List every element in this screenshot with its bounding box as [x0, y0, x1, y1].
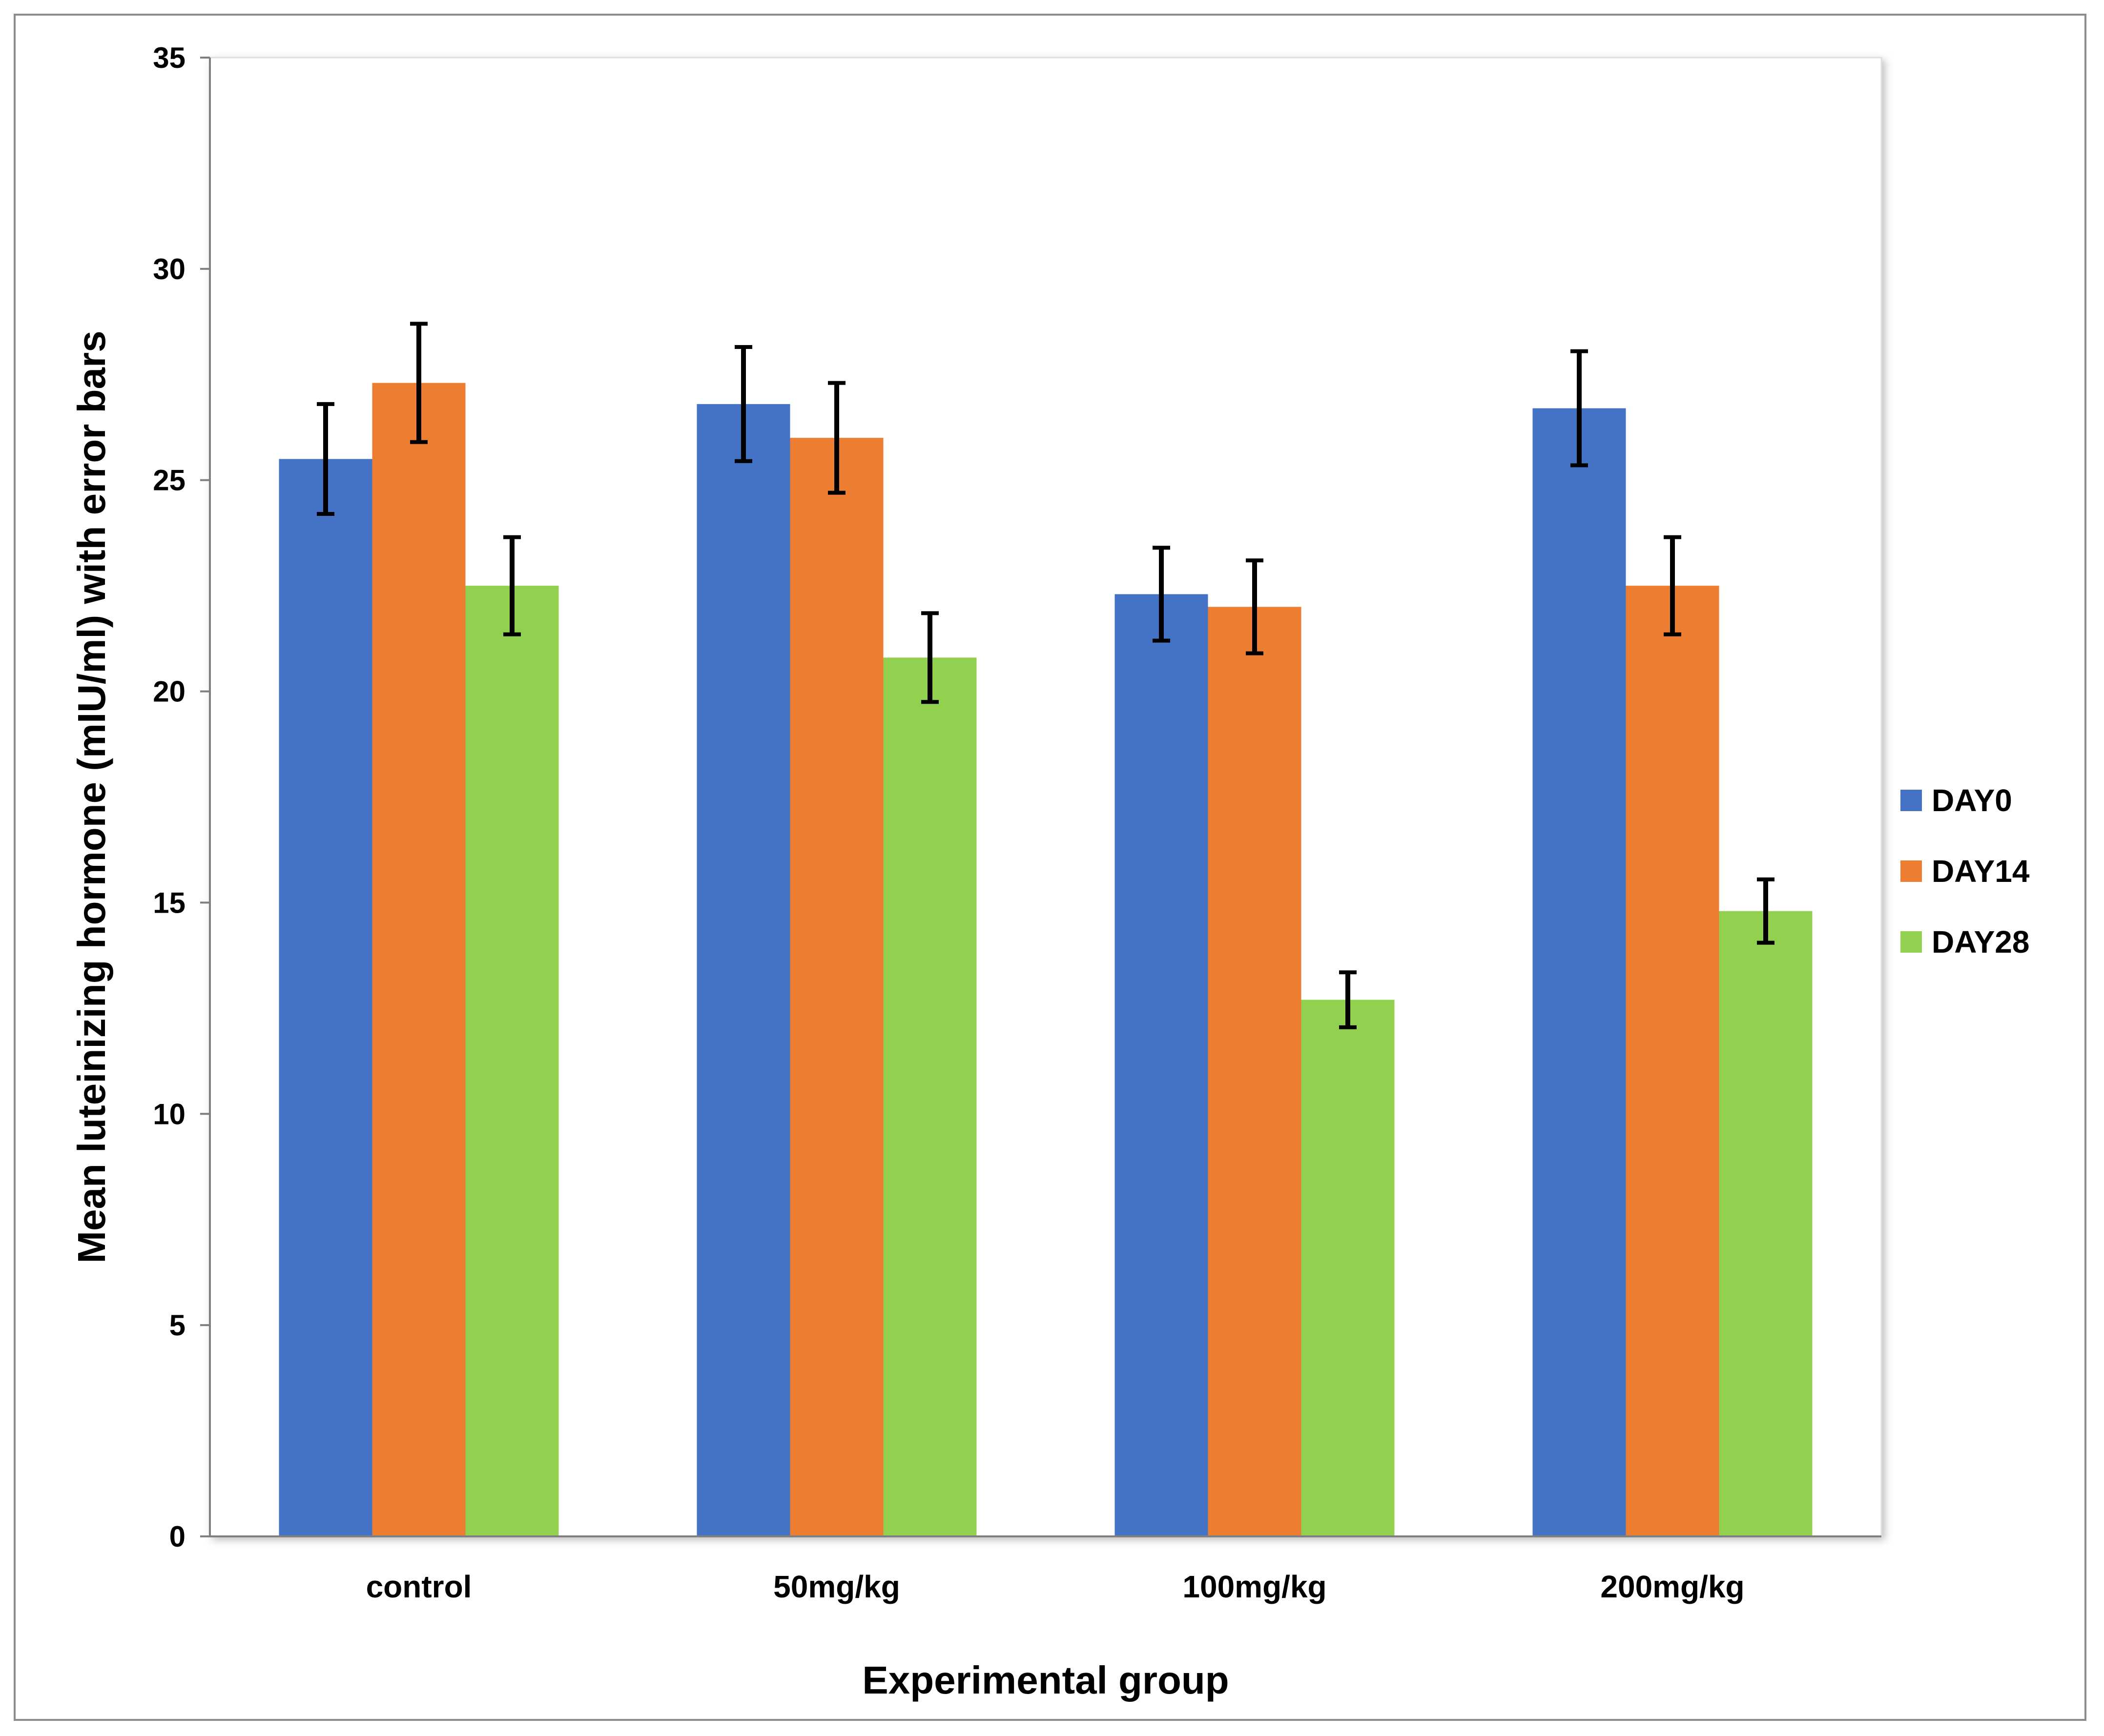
y-tick-label: 10: [153, 1098, 186, 1130]
bar-day0-0: [279, 459, 372, 1536]
y-tick-label: 25: [153, 464, 186, 497]
legend-label-day0: DAY0: [1932, 783, 2012, 818]
y-tick-label: 35: [153, 41, 186, 74]
bar-day28-2: [1301, 1000, 1395, 1536]
bar-day0-3: [1532, 408, 1626, 1536]
legend-swatch-day14: [1900, 860, 1922, 882]
x-category-label: 200mg/kg: [1600, 1569, 1744, 1604]
y-tick-label: 30: [153, 253, 186, 286]
x-category-label: control: [366, 1569, 472, 1604]
bar-day14-3: [1626, 586, 1719, 1536]
bars-group: [279, 383, 1813, 1537]
bar-day0-1: [697, 404, 790, 1536]
bar-day14-0: [372, 383, 466, 1536]
x-axis-title: Experimental group: [862, 1658, 1229, 1702]
legend-swatch-day28: [1900, 931, 1922, 953]
legend-label-day28: DAY28: [1932, 924, 2029, 960]
y-tick-label: 5: [169, 1309, 186, 1342]
x-axis-category-labels: control 50mg/kg 100mg/kg 200mg/kg: [366, 1569, 1745, 1604]
bar-day28-1: [883, 657, 977, 1536]
legend-label-day14: DAY14: [1932, 854, 2030, 889]
y-tick-label: 20: [153, 675, 186, 708]
x-category-label: 50mg/kg: [773, 1569, 900, 1604]
y-axis-title: Mean luteinizing hormone (mIU/ml) with e…: [70, 330, 113, 1263]
y-tick-label: 0: [169, 1520, 186, 1553]
bar-day28-0: [465, 586, 559, 1536]
x-category-label: 100mg/kg: [1182, 1569, 1326, 1604]
error-bars-group: [317, 322, 1774, 1029]
legend: DAY0 DAY14 DAY28: [1900, 783, 2030, 960]
y-tick-label: 15: [153, 886, 186, 919]
y-axis-ticks: 0 5 10 15 20 25 30 35: [153, 41, 210, 1553]
legend-swatch-day0: [1900, 790, 1922, 811]
bar-day28-3: [1719, 911, 1813, 1536]
bar-day14-2: [1208, 607, 1301, 1536]
bar-day0-2: [1114, 594, 1208, 1536]
bar-day14-1: [790, 438, 884, 1537]
